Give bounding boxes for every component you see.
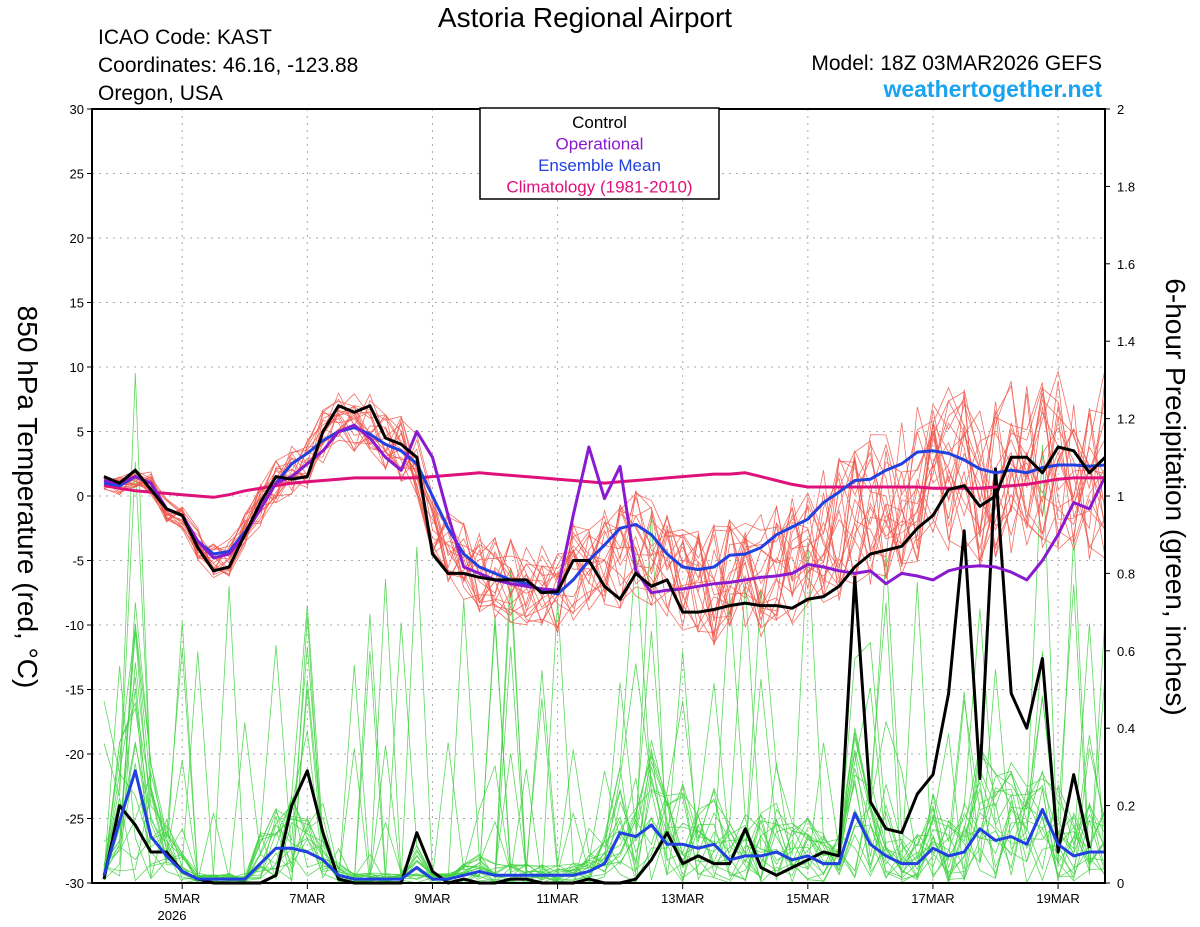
x-axis-ticks: 5MAR 7MAR 9MAR 11MAR 13MAR 15MAR 17MAR 19MAR bbox=[164, 883, 1080, 906]
left-axis-ticks: 30 25 20 15 10 5 0 -5 -10 -15 -20 -25 -30 bbox=[65, 102, 92, 891]
left-tick-label: 25 bbox=[70, 167, 84, 182]
right-tick-label: 0.8 bbox=[1117, 566, 1135, 581]
series-control bbox=[103, 404, 1107, 614]
left-tick-label: 15 bbox=[70, 296, 84, 311]
station-region: Oregon, USA bbox=[98, 82, 223, 105]
x-tick-label: 13MAR bbox=[661, 891, 704, 906]
ensemble-precip-member bbox=[103, 698, 1106, 883]
right-tick-label: 1.8 bbox=[1117, 179, 1135, 194]
series-ensemble-mean-precip bbox=[102, 769, 1105, 881]
ensemble-precip-member bbox=[103, 372, 1106, 884]
station-coordinates: Coordinates: 46.16, -123.88 bbox=[98, 54, 359, 77]
left-tick-label: -25 bbox=[65, 812, 84, 827]
ensemble-temp-member bbox=[103, 393, 1106, 636]
x-tick-label: 19MAR bbox=[1036, 891, 1079, 906]
ensemble-precip-member bbox=[103, 616, 1106, 884]
ensemble-precip-member bbox=[103, 621, 1106, 883]
right-tick-label: 2 bbox=[1117, 102, 1124, 117]
ensemble-temp-members bbox=[103, 369, 1106, 646]
ensemble-temp-member bbox=[103, 386, 1106, 621]
legend-entry-climatology-1981-2010: Climatology (1981-2010) bbox=[506, 178, 692, 197]
ensemble-precip-member bbox=[103, 553, 1106, 882]
left-tick-label: 10 bbox=[70, 360, 84, 375]
series-operational bbox=[103, 423, 1107, 595]
left-tick-label: -15 bbox=[65, 683, 84, 698]
right-tick-label: 0.4 bbox=[1117, 721, 1135, 736]
right-tick-label: 1.2 bbox=[1117, 412, 1135, 427]
left-tick-label: -10 bbox=[65, 618, 84, 633]
ensemble-precip-member bbox=[103, 553, 1106, 884]
legend-entry-ensemble-mean: Ensemble Mean bbox=[538, 156, 661, 175]
right-tick-label: 1.6 bbox=[1117, 257, 1135, 272]
right-tick-label: 0 bbox=[1117, 876, 1124, 891]
x-tick-label: 7MAR bbox=[289, 891, 325, 906]
left-tick-label: -20 bbox=[65, 747, 84, 762]
x-tick-label: 15MAR bbox=[786, 891, 829, 906]
legend-entry-control: Control bbox=[572, 113, 627, 132]
ensemble-precip-member bbox=[103, 542, 1106, 883]
right-axis-ticks: 2 1.8 1.6 1.4 1.2 1 0.8 0.6 0.4 0.2 0 bbox=[1105, 102, 1135, 891]
ensemble-precip-member bbox=[103, 461, 1106, 884]
ensemble-precip-member bbox=[103, 581, 1106, 884]
x-tick-label: 5MAR bbox=[164, 891, 200, 906]
left-tick-label: 0 bbox=[77, 489, 84, 504]
series-control-precip bbox=[102, 467, 1091, 885]
chart-title: Astoria Regional Airport bbox=[437, 2, 733, 33]
ensemble-precip-member bbox=[103, 602, 1106, 884]
year-label: 2026 bbox=[158, 908, 187, 923]
right-tick-label: 0.6 bbox=[1117, 644, 1135, 659]
left-tick-label: -30 bbox=[65, 876, 84, 891]
ensemble-precip-member bbox=[103, 584, 1106, 883]
series-lines bbox=[102, 404, 1107, 885]
ensemble-precip-member bbox=[103, 630, 1106, 884]
legend-entry-operational: Operational bbox=[556, 135, 644, 154]
right-tick-label: 1 bbox=[1117, 489, 1124, 504]
left-tick-label: 5 bbox=[77, 425, 84, 440]
right-tick-label: 1.4 bbox=[1117, 334, 1135, 349]
left-tick-label: 30 bbox=[70, 102, 84, 117]
model-run: Model: 18Z 03MAR2026 GEFS bbox=[811, 52, 1102, 75]
ensemble-temp-member bbox=[103, 413, 1106, 644]
x-tick-label: 11MAR bbox=[536, 891, 578, 906]
site-link[interactable]: weathertogether.net bbox=[883, 76, 1102, 102]
legend-box bbox=[479, 107, 720, 200]
ensemble-precip-member bbox=[103, 510, 1106, 884]
x-tick-label: 17MAR bbox=[911, 891, 954, 906]
right-tick-label: 0.2 bbox=[1117, 799, 1135, 814]
ensemble-temp-member bbox=[103, 381, 1106, 629]
left-tick-label: -5 bbox=[72, 554, 84, 569]
x-tick-label: 9MAR bbox=[414, 891, 450, 906]
left-tick-label: 20 bbox=[70, 231, 84, 246]
legend: Control Operational Ensemble Mean Climatolo… bbox=[479, 107, 720, 200]
station-icao: ICAO Code: KAST bbox=[98, 26, 272, 49]
ensemble-temp-member bbox=[103, 413, 1106, 633]
